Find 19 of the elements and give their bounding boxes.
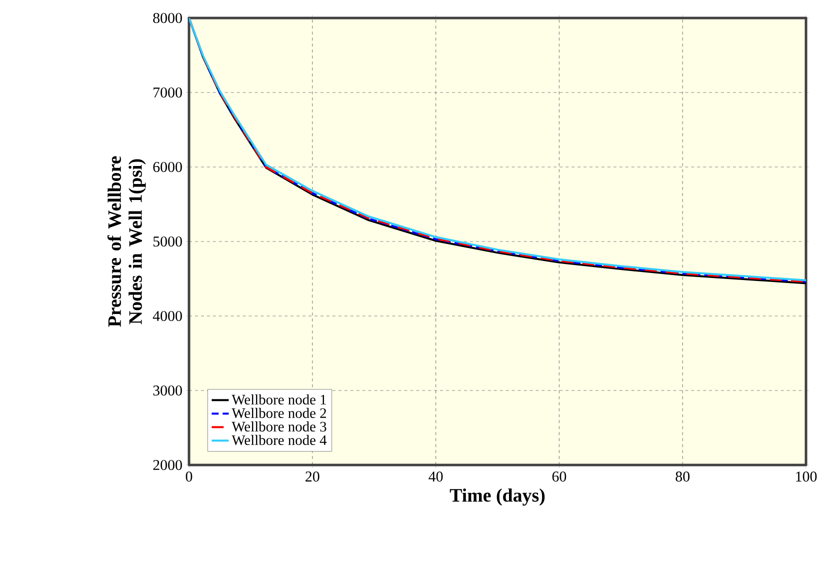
y-tick-label: 3000 (153, 385, 182, 396)
x-tick-label: 40 (428, 472, 443, 482)
y-tick-label: 5000 (153, 236, 182, 247)
x-tick-label: 60 (552, 472, 566, 482)
legend-label: Wellbore node 4 (232, 434, 327, 446)
y-axis-title: Pressure of Wellbore Nodes in Well 1(psi) (107, 156, 146, 327)
y-tick-label: 6000 (153, 162, 182, 172)
y-tick-label: 4000 (152, 310, 182, 322)
x-tick-label: 20 (306, 472, 320, 482)
y-tick-label: 8000 (153, 12, 182, 24)
y-tick-label: 2000 (153, 460, 182, 470)
legend-label: Wellbore node 1 (232, 394, 326, 405)
x-tick-label: 100 (796, 472, 817, 482)
x-tick-label: 80 (676, 472, 690, 482)
legend-label: Wellbore node 3 (232, 421, 326, 432)
y-tick-label: 7000 (154, 87, 182, 98)
x-tick-label: 0 (186, 472, 192, 482)
x-axis-title: Time (days) (450, 488, 545, 506)
legend-label: Wellbore node 2 (232, 408, 326, 418)
